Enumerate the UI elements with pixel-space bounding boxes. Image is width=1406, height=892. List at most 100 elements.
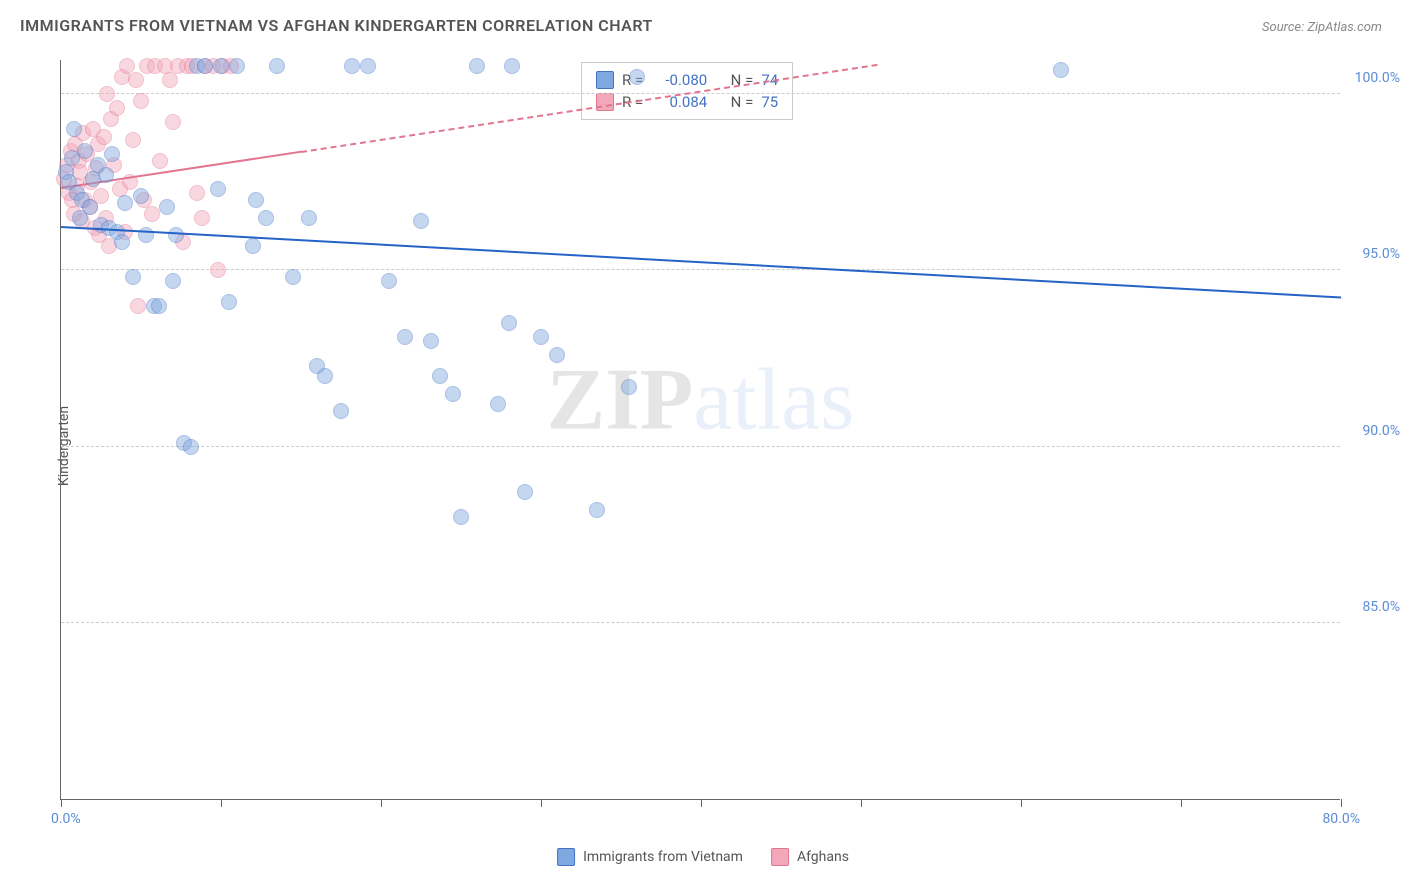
x-tick [61, 799, 62, 807]
data-point [125, 132, 141, 148]
data-point [82, 199, 98, 215]
stats-r-value: -0.080 [651, 71, 707, 89]
legend-label: Immigrants from Vietnam [583, 849, 743, 865]
swatch-icon [596, 93, 614, 111]
data-point [397, 329, 413, 345]
stats-row-vietnam: R =-0.080 N =74 [596, 69, 778, 91]
chart-title: IMMIGRANTS FROM VIETNAM VS AFGHAN KINDER… [20, 16, 653, 35]
data-point [165, 273, 181, 289]
data-point [98, 167, 114, 183]
data-point [66, 121, 82, 137]
data-point [469, 58, 485, 74]
x-axis-max-label: 80.0% [1322, 811, 1360, 827]
data-point [117, 195, 133, 211]
data-point [381, 273, 397, 289]
data-point [189, 185, 205, 201]
x-tick [701, 799, 702, 807]
data-point [194, 210, 210, 226]
swatch-icon [771, 848, 789, 866]
legend-label: Afghans [797, 849, 849, 865]
data-point [77, 143, 93, 159]
data-point [533, 329, 549, 345]
gridline-h [61, 93, 1340, 94]
data-point [128, 72, 144, 88]
data-point [168, 227, 184, 243]
data-point [269, 58, 285, 74]
y-tick-label: 95.0% [1362, 246, 1400, 262]
stats-n-value: 75 [761, 93, 778, 111]
data-point [285, 269, 301, 285]
data-point [301, 210, 317, 226]
data-point [333, 403, 349, 419]
data-point [589, 502, 605, 518]
data-point [125, 269, 141, 285]
data-point [152, 153, 168, 169]
data-point [629, 69, 645, 85]
data-point [248, 192, 264, 208]
data-point [130, 298, 146, 314]
trend-line [61, 226, 1341, 298]
data-point [1053, 62, 1069, 78]
data-point [501, 315, 517, 331]
x-axis-min-label: 0.0% [51, 811, 81, 827]
data-point [221, 294, 237, 310]
data-point [183, 439, 199, 455]
x-tick [1021, 799, 1022, 807]
data-point [423, 333, 439, 349]
x-tick [861, 799, 862, 807]
swatch-icon [557, 848, 575, 866]
data-point [119, 58, 135, 74]
watermark-light: atlas [693, 351, 854, 448]
data-point [453, 509, 469, 525]
data-point [317, 368, 333, 384]
data-point [210, 262, 226, 278]
data-point [245, 238, 261, 254]
y-tick-label: 90.0% [1362, 423, 1400, 439]
legend-item-afghans: Afghans [771, 848, 849, 866]
gridline-h [61, 446, 1340, 447]
bottom-legend: Immigrants from Vietnam Afghans [557, 848, 849, 866]
data-point [197, 58, 213, 74]
x-tick [221, 799, 222, 807]
stats-legend-box: R =-0.080 N =74R =0.084 N =75 [581, 62, 793, 120]
data-point [549, 347, 565, 363]
legend-item-vietnam: Immigrants from Vietnam [557, 848, 743, 866]
data-point [133, 188, 149, 204]
data-point [96, 129, 112, 145]
y-tick-label: 85.0% [1362, 599, 1400, 615]
source-label: Source: ZipAtlas.com [1262, 20, 1382, 35]
data-point [99, 86, 115, 102]
watermark-bold: ZIP [547, 351, 694, 448]
watermark-text: ZIPatlas [547, 349, 855, 450]
data-point [114, 234, 130, 250]
data-point [621, 379, 637, 395]
data-point [133, 93, 149, 109]
data-point [165, 114, 181, 130]
data-point [159, 199, 175, 215]
data-point [109, 100, 125, 116]
x-tick [381, 799, 382, 807]
data-point [490, 396, 506, 412]
y-tick-label: 100.0% [1355, 70, 1400, 86]
data-point [504, 58, 520, 74]
data-point [344, 58, 360, 74]
data-point [360, 58, 376, 74]
data-point [151, 298, 167, 314]
x-tick [541, 799, 542, 807]
data-point [258, 210, 274, 226]
data-point [210, 181, 226, 197]
data-point [104, 146, 120, 162]
data-point [229, 58, 245, 74]
data-point [413, 213, 429, 229]
swatch-icon [596, 71, 614, 89]
data-point [517, 484, 533, 500]
data-point [432, 368, 448, 384]
x-tick [1181, 799, 1182, 807]
chart-plot-area: ZIPatlas R =-0.080 N =74R =0.084 N =75 0… [60, 60, 1340, 800]
x-tick [1341, 799, 1342, 807]
data-point [445, 386, 461, 402]
gridline-h [61, 269, 1340, 270]
data-point [213, 58, 229, 74]
gridline-h [61, 622, 1340, 623]
stats-n-label: N = [731, 93, 754, 111]
